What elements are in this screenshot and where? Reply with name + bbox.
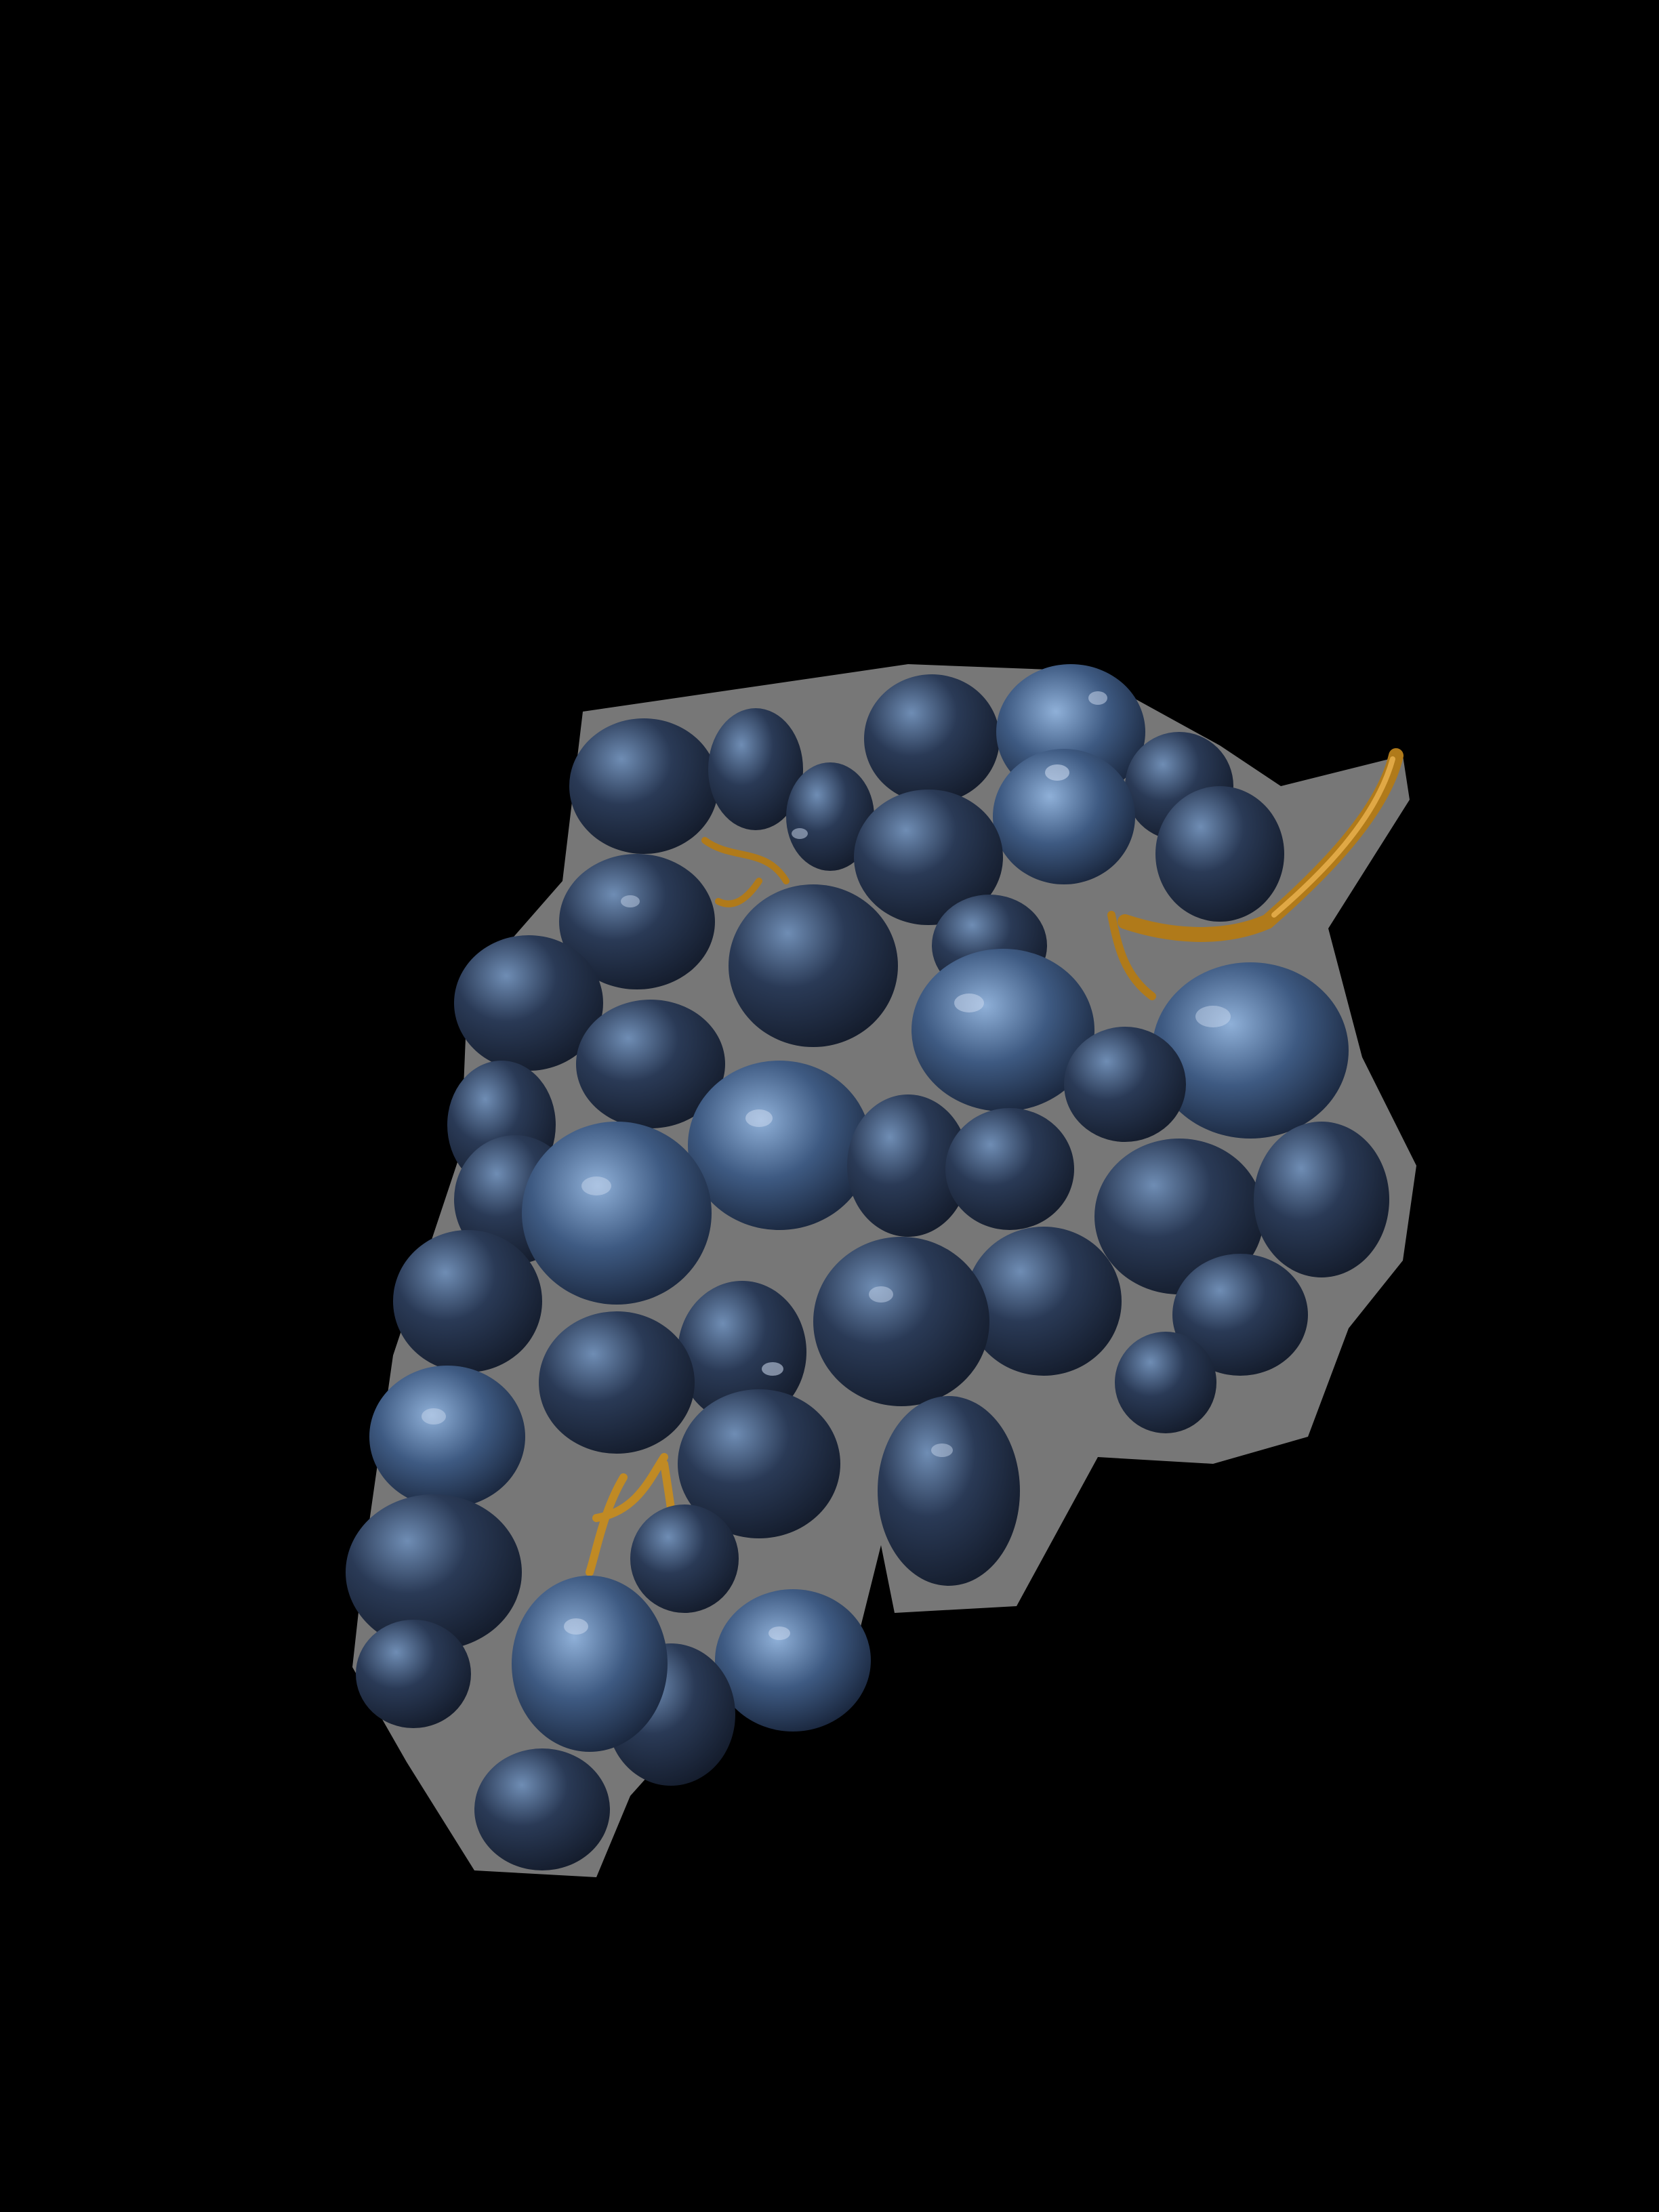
grape bbox=[864, 674, 1000, 803]
grape bbox=[688, 1061, 871, 1230]
grape bbox=[1155, 786, 1284, 922]
droplet bbox=[422, 1408, 446, 1425]
grape bbox=[1094, 1139, 1264, 1294]
grape bbox=[678, 1281, 806, 1423]
droplet bbox=[869, 1286, 893, 1303]
center-stem bbox=[1107, 911, 1156, 1000]
grape bbox=[569, 718, 718, 854]
stem-group bbox=[586, 748, 1404, 1603]
grape bbox=[715, 1589, 871, 1732]
grape bbox=[454, 935, 603, 1071]
upper-stem bbox=[701, 837, 790, 907]
grape bbox=[346, 1494, 522, 1650]
droplet bbox=[581, 1176, 611, 1195]
grape bbox=[813, 1237, 989, 1406]
grape bbox=[966, 1227, 1122, 1376]
grape bbox=[576, 1000, 725, 1128]
grape-group bbox=[346, 664, 1389, 1870]
main-stem-highlight bbox=[1271, 756, 1395, 918]
droplet bbox=[954, 994, 984, 1012]
grape bbox=[512, 1576, 668, 1752]
grape bbox=[786, 762, 874, 871]
grape bbox=[854, 790, 1003, 925]
grape bbox=[539, 1311, 695, 1454]
droplet bbox=[1088, 691, 1107, 705]
grape bbox=[1115, 1332, 1216, 1433]
droplet bbox=[762, 1362, 783, 1376]
droplet bbox=[745, 1109, 773, 1127]
grape bbox=[356, 1620, 471, 1728]
grape bbox=[474, 1748, 610, 1870]
droplet bbox=[931, 1443, 953, 1457]
grape bbox=[993, 749, 1135, 884]
grape bbox=[1064, 1027, 1186, 1142]
grape bbox=[708, 708, 803, 830]
grape bbox=[559, 854, 715, 989]
grape bbox=[847, 1094, 969, 1237]
grape bbox=[369, 1366, 525, 1508]
droplet bbox=[621, 895, 640, 907]
droplet bbox=[1045, 764, 1069, 781]
droplet bbox=[769, 1626, 790, 1640]
grape bbox=[945, 1108, 1074, 1230]
grape bbox=[912, 949, 1094, 1111]
grape bbox=[1172, 1254, 1308, 1376]
droplet bbox=[564, 1618, 588, 1635]
grape bbox=[1152, 962, 1349, 1139]
grape bbox=[630, 1504, 739, 1613]
droplet bbox=[792, 828, 808, 839]
grape bbox=[393, 1230, 542, 1372]
grape bbox=[729, 884, 898, 1047]
grape bbox=[678, 1389, 840, 1538]
grape bbox=[878, 1396, 1020, 1586]
grape bbox=[1254, 1122, 1389, 1277]
grape bbox=[522, 1122, 712, 1305]
water-droplets bbox=[422, 691, 1231, 1640]
droplet bbox=[1195, 1006, 1231, 1027]
